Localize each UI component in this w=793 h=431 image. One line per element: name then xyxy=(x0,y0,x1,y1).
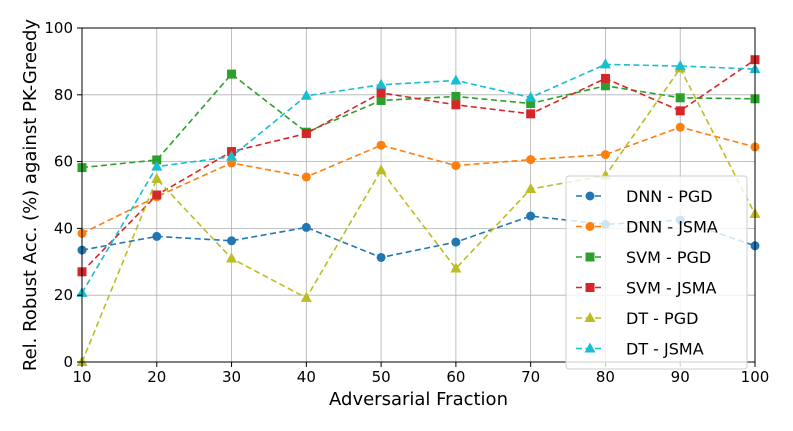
legend-marker xyxy=(584,342,596,353)
x-tick-label: 10 xyxy=(72,368,91,386)
x-tick-label: 40 xyxy=(297,368,316,386)
data-point-dt-pgd xyxy=(226,252,238,263)
data-point-svm-pgd xyxy=(152,155,162,165)
series-line-dt-pgd xyxy=(81,66,756,363)
data-point-dnn-jsma xyxy=(301,172,311,182)
series-line-dnn-jsma xyxy=(81,126,756,235)
y-tick-label: 60 xyxy=(54,153,73,171)
series-line-svm-jsma xyxy=(81,59,756,273)
x-tick-label: 30 xyxy=(222,368,241,386)
data-point-dnn-jsma xyxy=(675,122,685,132)
legend-entry-dnn-pgd: DNN - PGD xyxy=(576,187,713,206)
data-point-dnn-pgd xyxy=(526,211,536,221)
series-line-svm-pgd xyxy=(81,72,756,169)
data-point-svm-pgd xyxy=(526,98,536,108)
data-point-dt-jsma xyxy=(151,160,163,171)
legend-entry-svm-pgd: SVM - PGD xyxy=(576,248,711,267)
data-point-dt-jsma xyxy=(300,89,312,100)
legend-label: DNN - PGD xyxy=(626,187,713,206)
legend-marker xyxy=(585,222,595,231)
plot-frame xyxy=(81,27,756,363)
data-point-svm-jsma xyxy=(301,129,311,139)
legend: DNN - PGD DNN - JSMA SVM - PGD SVM - JSMA DT… xyxy=(565,175,748,370)
y-tick-label: 40 xyxy=(54,219,73,237)
y-tick-label: 20 xyxy=(54,286,73,304)
y-tick-label: 0 xyxy=(63,353,73,371)
data-point-svm-pgd xyxy=(600,81,610,91)
axis-ticks: 10 20 30 40 50 60 70 80 90 100 0 20 40 60 80 100 xyxy=(44,19,769,386)
data-point-dnn-jsma xyxy=(451,161,461,171)
data-point-svm-pgd xyxy=(376,95,386,105)
data-point-dnn-jsma xyxy=(526,155,536,165)
data-point-svm-jsma xyxy=(376,88,386,98)
x-tick-label: 70 xyxy=(521,368,540,386)
legend-entry-dt-jsma: DT - JSMA xyxy=(576,340,704,359)
legend-box xyxy=(565,175,748,370)
legend-entry-dt-pgd: DT - PGD xyxy=(576,309,698,328)
x-tick-label: 50 xyxy=(372,368,391,386)
data-point-dt-jsma xyxy=(226,150,238,161)
data-point-dt-pgd xyxy=(375,164,387,175)
x-tick-label: 100 xyxy=(741,368,770,386)
data-point-dnn-pgd xyxy=(376,252,386,262)
data-point-dnn-jsma xyxy=(376,140,386,150)
legend-label: DT - JSMA xyxy=(626,340,704,359)
x-tick-label: 80 xyxy=(596,368,615,386)
data-point-dnn-jsma xyxy=(227,158,237,168)
data-point-dt-jsma xyxy=(450,74,462,85)
data-point-dnn-pgd xyxy=(152,231,162,241)
data-point-svm-jsma xyxy=(526,109,536,119)
data-point-dnn-jsma xyxy=(600,150,610,160)
x-axis-label: Adversarial Fraction xyxy=(329,389,508,410)
legend-marker xyxy=(585,283,595,292)
data-point-svm-pgd xyxy=(227,69,237,79)
legend-marker xyxy=(585,252,595,262)
data-point-dnn-pgd xyxy=(451,237,461,247)
legend-label: DNN - JSMA xyxy=(626,218,718,237)
x-tick-label: 60 xyxy=(446,368,465,386)
data-point-svm-pgd xyxy=(451,91,461,101)
y-tick-label: 80 xyxy=(54,86,73,104)
data-point-dt-pgd xyxy=(300,291,312,302)
legend-label: SVM - PGD xyxy=(626,248,711,267)
data-point-dt-jsma xyxy=(375,78,387,89)
x-tick-label: 20 xyxy=(147,368,166,386)
series-dt-jsma xyxy=(76,58,761,297)
legend-marker xyxy=(585,191,595,201)
legend-marker xyxy=(584,312,596,322)
data-point-dt-pgd xyxy=(525,182,537,193)
data-point-dt-pgd xyxy=(450,262,462,273)
data-point-svm-jsma xyxy=(152,190,162,200)
data-point-dnn-pgd xyxy=(301,222,311,232)
data-point-dt-jsma xyxy=(674,60,686,71)
data-point-dt-jsma xyxy=(599,58,611,69)
x-tick-label: 90 xyxy=(671,368,690,386)
data-point-svm-jsma xyxy=(675,106,685,116)
data-point-svm-jsma xyxy=(451,100,461,110)
y-axis-label: Rel. Robust Acc. (%) against PK-Greedy xyxy=(20,19,41,372)
data-point-svm-pgd xyxy=(675,93,685,103)
data-point-dnn-pgd xyxy=(227,236,237,246)
legend-label: SVM - JSMA xyxy=(626,279,717,298)
data-point-dt-jsma xyxy=(525,91,537,102)
series-svm-pgd xyxy=(77,69,760,173)
legend-label: DT - PGD xyxy=(626,309,698,328)
data-point-dt-pgd xyxy=(151,172,163,183)
y-tick-label: 100 xyxy=(44,19,73,37)
legend-entry-dnn-jsma: DNN - JSMA xyxy=(576,218,718,237)
legend-entry-svm-jsma: SVM - JSMA xyxy=(576,279,717,298)
data-point-svm-jsma xyxy=(600,73,610,83)
series-line-dt-jsma xyxy=(81,63,756,294)
